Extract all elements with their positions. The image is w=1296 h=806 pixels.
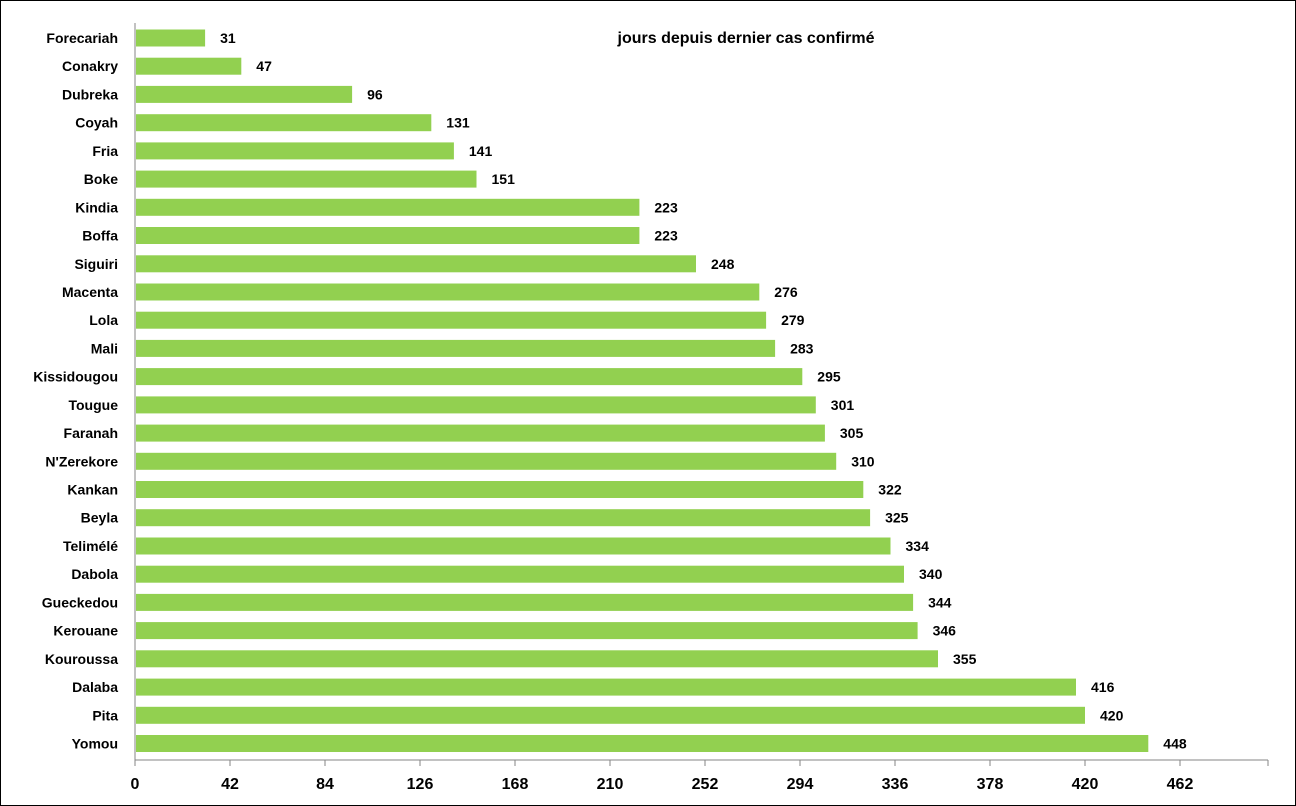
category-label: Dabola <box>71 566 118 582</box>
labels-layer: Forecariah 31 Conakry 47 Dubreka 96 Coyah 131 Fr… <box>33 30 1187 752</box>
category-label: Fria <box>92 143 118 159</box>
category-label: Pita <box>92 707 118 723</box>
category-label: Siguiri <box>74 256 118 272</box>
data-label: 279 <box>781 312 805 328</box>
category-label: Faranah <box>64 425 118 441</box>
category-label: Kerouane <box>53 623 118 639</box>
category-label: Conakry <box>62 58 118 74</box>
data-label: 420 <box>1100 707 1124 723</box>
bar <box>136 452 837 470</box>
bar <box>136 565 904 583</box>
x-tick-label: 84 <box>316 776 334 793</box>
data-label: 325 <box>885 510 909 526</box>
bar <box>136 593 914 611</box>
x-tick-label: 420 <box>1072 776 1099 793</box>
bar <box>136 29 206 47</box>
category-label: Kankan <box>67 482 118 498</box>
data-label: 322 <box>878 482 902 498</box>
bar <box>136 255 696 273</box>
data-label: 223 <box>654 199 678 215</box>
data-label: 141 <box>469 143 493 159</box>
category-label: N'Zerekore <box>45 453 118 469</box>
data-label: 151 <box>492 171 516 187</box>
data-label: 283 <box>790 340 814 356</box>
bar <box>136 114 432 132</box>
category-label: Yomou <box>72 736 118 752</box>
bar <box>136 339 776 357</box>
x-tick-label: 126 <box>407 776 434 793</box>
x-tick-label: 0 <box>131 776 140 793</box>
bars-layer <box>136 29 1149 752</box>
x-tick-label: 252 <box>692 776 719 793</box>
category-label: Dalaba <box>72 679 118 695</box>
data-label: 340 <box>919 566 943 582</box>
category-label: Kouroussa <box>45 651 118 667</box>
x-axis: 0 42 84 126 168 210 252 294 336 378 420 462 <box>131 23 1269 793</box>
bar <box>136 509 871 527</box>
data-label: 416 <box>1091 679 1115 695</box>
data-label: 448 <box>1163 736 1187 752</box>
x-tick-label: 462 <box>1167 776 1194 793</box>
category-label: Gueckedou <box>42 594 118 610</box>
bar <box>136 481 864 498</box>
bar <box>136 537 891 555</box>
data-label: 295 <box>817 369 841 385</box>
x-tick-label: 210 <box>597 776 624 793</box>
x-tick-label: 294 <box>787 776 814 793</box>
category-label: Boffa <box>82 228 118 244</box>
category-label: Beyla <box>81 510 119 526</box>
category-label: Dubreka <box>62 86 118 102</box>
bar <box>136 368 803 386</box>
data-label: 223 <box>654 228 678 244</box>
bar <box>136 735 1149 752</box>
bar <box>136 706 1085 724</box>
category-label: Kindia <box>75 199 118 215</box>
bar <box>136 57 242 75</box>
bar <box>136 311 767 329</box>
data-label: 276 <box>774 284 798 300</box>
bar <box>136 170 477 188</box>
bar <box>136 198 640 216</box>
category-label: Tougue <box>68 397 118 413</box>
data-label: 346 <box>933 623 957 639</box>
bar <box>136 622 918 640</box>
data-label: 301 <box>831 397 855 413</box>
bar <box>136 424 825 442</box>
bar <box>136 85 353 103</box>
category-label: Kissidougou <box>33 369 118 385</box>
bar <box>136 396 816 414</box>
data-label: 248 <box>711 256 735 272</box>
bar <box>136 678 1076 696</box>
category-label: Macenta <box>62 284 118 300</box>
x-tick-label: 42 <box>221 776 239 793</box>
data-label: 305 <box>840 425 864 441</box>
bar <box>136 142 454 160</box>
x-tick-label: 168 <box>502 776 529 793</box>
data-label: 355 <box>953 651 977 667</box>
bar <box>136 227 640 244</box>
category-label: Boke <box>84 171 118 187</box>
x-tick-label: 378 <box>977 776 1004 793</box>
category-label: Lola <box>89 312 118 328</box>
data-label: 31 <box>220 30 236 46</box>
category-label: Mali <box>91 340 118 356</box>
data-label: 310 <box>851 453 875 469</box>
data-label: 96 <box>367 86 383 102</box>
x-tick-label: 336 <box>882 776 909 793</box>
bar <box>136 650 938 668</box>
data-label: 344 <box>928 594 952 610</box>
data-label: 47 <box>256 58 272 74</box>
category-label: Forecariah <box>46 30 118 46</box>
category-label: Coyah <box>75 115 118 131</box>
data-label: 334 <box>906 538 930 554</box>
category-label: Telimélé <box>63 538 118 554</box>
data-label: 131 <box>446 115 470 131</box>
bar <box>136 283 760 301</box>
chart-title: jours depuis dernier cas confirmé <box>617 30 875 47</box>
